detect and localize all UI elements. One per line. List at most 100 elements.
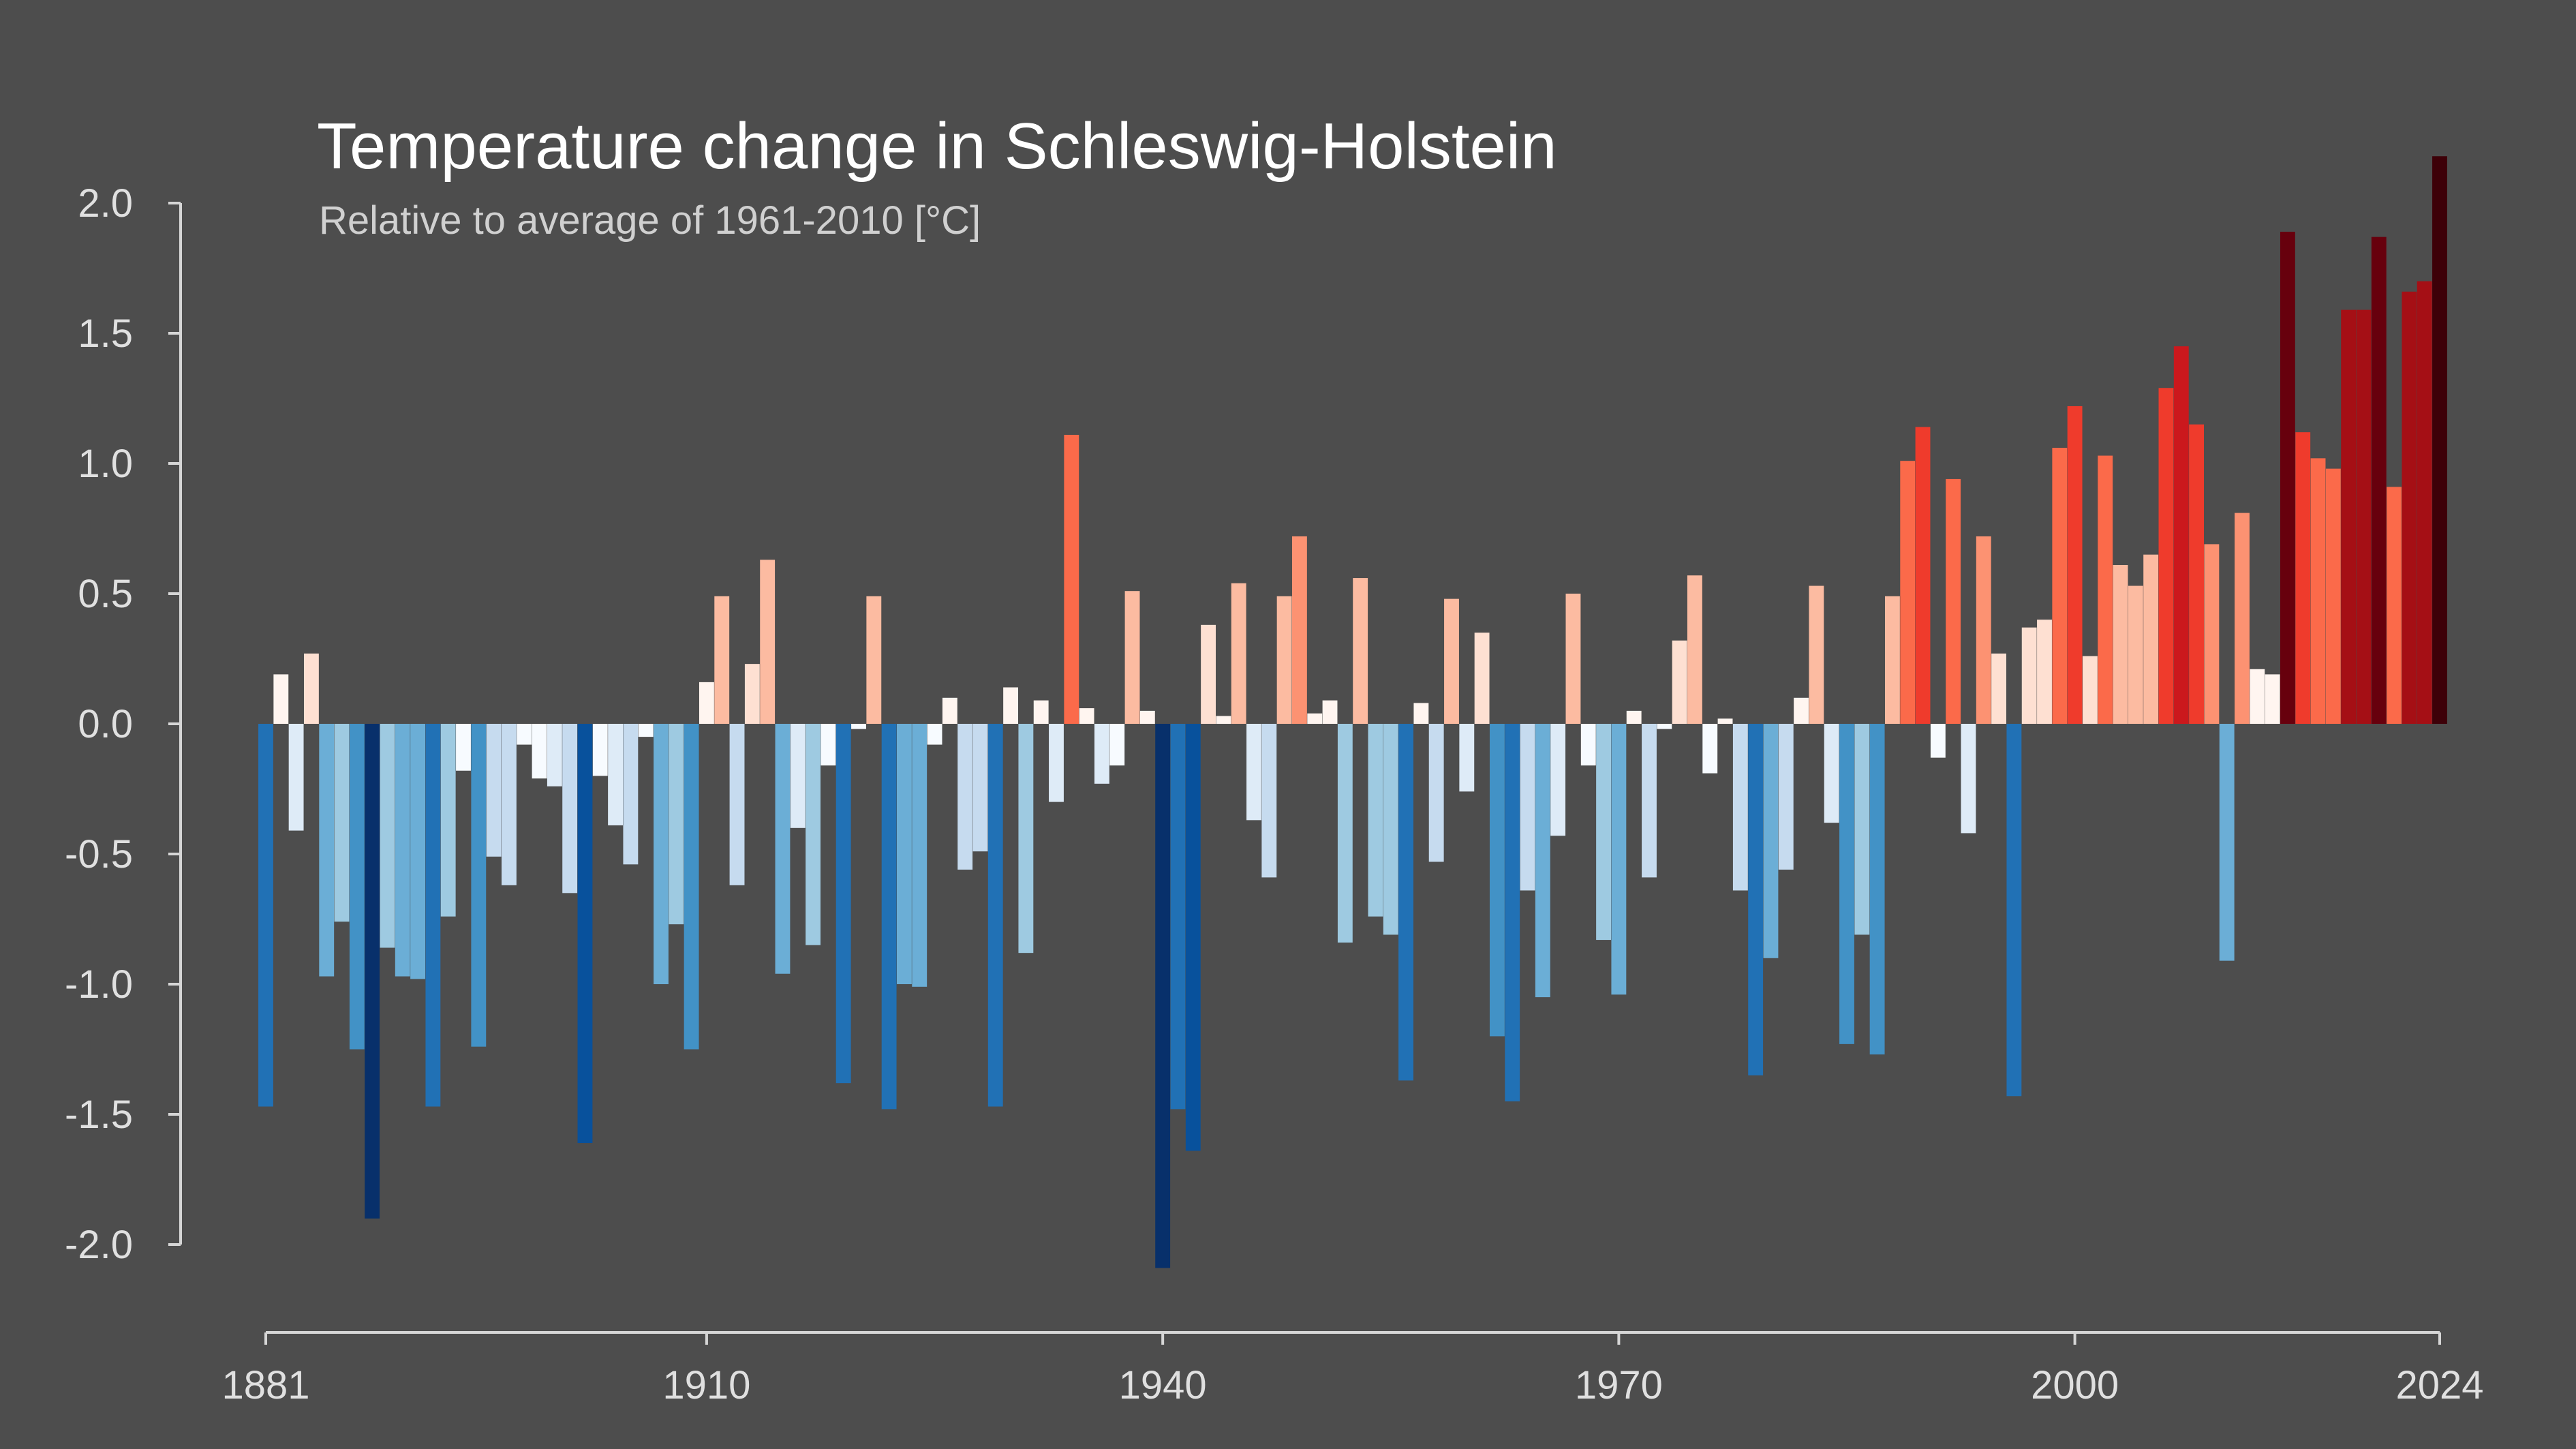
x-tick-label: 1940 — [1119, 1363, 1207, 1407]
bar-1935 — [1079, 708, 1094, 724]
bar-1895 — [471, 724, 487, 1047]
bar-1986 — [1854, 724, 1870, 935]
bar-2006 — [2158, 388, 2174, 724]
bar-2015 — [2295, 432, 2311, 724]
chart-subtitle: Relative to average of 1961-2010 [°C] — [319, 198, 981, 243]
y-tick-label: 1.0 — [78, 442, 133, 486]
bar-1930 — [1003, 687, 1019, 724]
bar-1948 — [1276, 596, 1292, 724]
bar-1940 — [1155, 724, 1171, 1268]
bar-1964 — [1520, 724, 1535, 891]
bars-group — [258, 156, 2447, 1268]
bar-1974 — [1672, 640, 1687, 724]
bar-1916 — [790, 724, 806, 828]
bar-1887 — [349, 724, 365, 1050]
bar-1984 — [1824, 724, 1839, 823]
bar-1983 — [1809, 585, 1824, 724]
bar-1896 — [486, 724, 502, 857]
bar-1933 — [1049, 724, 1064, 802]
bar-1912 — [729, 724, 745, 885]
bar-2004 — [2128, 585, 2143, 724]
bar-1920 — [851, 724, 866, 729]
bar-1899 — [532, 724, 547, 779]
bar-1883 — [288, 724, 304, 831]
bar-1982 — [1794, 697, 1809, 724]
y-tick-label: 1.5 — [78, 311, 133, 356]
bar-1913 — [744, 664, 760, 724]
bar-1981 — [1778, 724, 1794, 870]
bar-1909 — [684, 724, 699, 1050]
bar-1959 — [1444, 598, 1459, 724]
bar-1992 — [1946, 478, 1961, 724]
bar-1910 — [699, 682, 714, 724]
bar-1961 — [1474, 632, 1490, 724]
bar-2014 — [2280, 232, 2295, 724]
bar-2024 — [2432, 156, 2447, 724]
bar-1947 — [1261, 724, 1277, 878]
bar-1980 — [1763, 724, 1779, 958]
bar-1907 — [654, 724, 669, 984]
bar-1892 — [425, 724, 441, 1107]
bar-1928 — [972, 724, 988, 852]
bar-1904 — [608, 724, 624, 825]
bar-2022 — [2402, 291, 2417, 724]
bar-1967 — [1565, 594, 1581, 724]
x-tick-label: 1881 — [221, 1363, 309, 1407]
bar-1958 — [1428, 724, 1444, 862]
bar-1901 — [562, 724, 578, 894]
bar-1924 — [912, 724, 927, 987]
x-tick-label: 2024 — [2395, 1363, 2483, 1407]
bar-1911 — [714, 596, 730, 724]
bar-1881 — [258, 724, 273, 1107]
bar-1946 — [1246, 724, 1261, 821]
bar-1886 — [334, 724, 350, 922]
bar-2017 — [2325, 468, 2341, 724]
bar-1890 — [395, 724, 410, 977]
bar-1914 — [760, 560, 776, 724]
bar-1965 — [1535, 724, 1550, 998]
bar-1942 — [1185, 724, 1201, 1151]
bar-1998 — [2037, 620, 2052, 724]
bar-1925 — [927, 724, 942, 745]
bar-1931 — [1018, 724, 1034, 954]
bar-1919 — [835, 724, 851, 1084]
bar-1951 — [1322, 700, 1338, 724]
bar-2005 — [2143, 554, 2159, 724]
bar-1902 — [577, 724, 593, 1144]
bar-1939 — [1139, 710, 1155, 724]
bar-1990 — [1915, 427, 1931, 724]
bar-1978 — [1732, 724, 1748, 891]
bar-1987 — [1869, 724, 1885, 1055]
bar-1957 — [1413, 703, 1429, 724]
y-tick-label: 0.5 — [78, 572, 133, 616]
bar-1994 — [1976, 536, 1991, 724]
bar-1882 — [273, 674, 289, 724]
bar-1894 — [456, 724, 471, 771]
y-axis: 2.0 1.5 1.0 0.5 0.0 -0.5 -1.0 -1.5 -2.0 — [65, 181, 182, 1267]
bar-1888 — [365, 724, 380, 1219]
bar-1915 — [775, 724, 791, 974]
bar-1970 — [1611, 724, 1627, 995]
bar-2001 — [2082, 656, 2098, 724]
bar-2002 — [2098, 455, 2113, 724]
bar-1971 — [1626, 710, 1642, 724]
bar-2021 — [2387, 487, 2402, 724]
bar-1936 — [1094, 724, 1109, 784]
bar-1985 — [1839, 724, 1854, 1044]
bar-1996 — [2006, 724, 2022, 1097]
bar-2009 — [2204, 544, 2220, 724]
bar-1922 — [881, 724, 897, 1110]
x-tick-label: 1970 — [1575, 1363, 1663, 1407]
bar-1934 — [1064, 434, 1079, 724]
bar-1921 — [866, 596, 882, 724]
bar-2011 — [2235, 513, 2250, 724]
bar-1938 — [1124, 591, 1140, 724]
bar-1944 — [1216, 716, 1231, 724]
bar-2023 — [2417, 281, 2432, 724]
y-tick-label: -1.5 — [65, 1093, 133, 1137]
bar-1918 — [821, 724, 836, 766]
bar-1884 — [303, 653, 319, 724]
bar-1960 — [1459, 724, 1475, 792]
bar-1977 — [1717, 718, 1733, 724]
